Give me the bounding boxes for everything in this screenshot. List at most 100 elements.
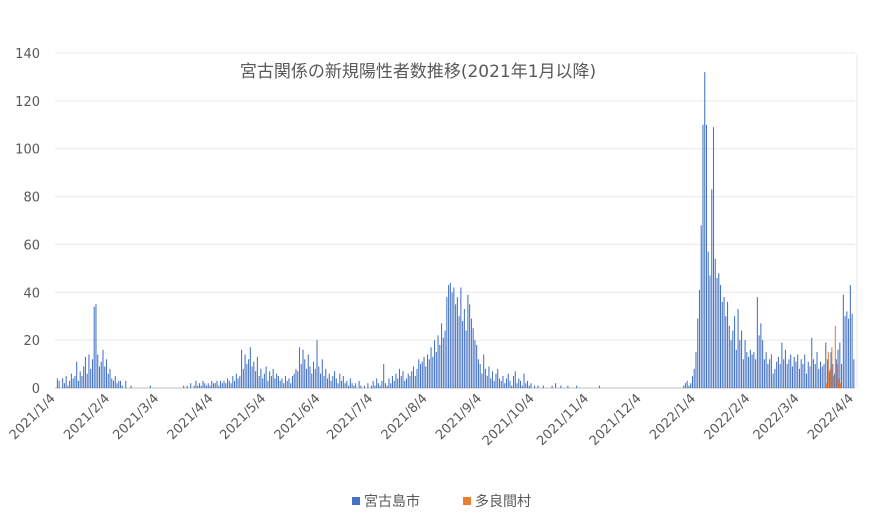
legend: 宮古島市 多良間村 xyxy=(352,493,531,510)
bar xyxy=(325,368,327,388)
bar xyxy=(772,373,774,388)
bar xyxy=(211,380,213,388)
bar xyxy=(107,373,109,388)
bar xyxy=(530,383,532,388)
bar xyxy=(779,364,781,388)
bar xyxy=(388,378,390,388)
bar xyxy=(686,380,688,388)
bar xyxy=(827,352,829,388)
bar xyxy=(409,376,411,388)
bar xyxy=(786,364,788,388)
bar xyxy=(525,383,527,388)
y-tick-label: 140 xyxy=(15,47,40,62)
bar xyxy=(490,378,492,388)
bar xyxy=(321,359,323,388)
bar xyxy=(239,376,241,388)
bar xyxy=(412,366,415,388)
bar xyxy=(272,368,274,388)
bar xyxy=(297,371,299,388)
bar xyxy=(330,380,332,388)
bar xyxy=(812,359,815,388)
bar xyxy=(390,383,392,388)
bar xyxy=(67,385,69,388)
bar xyxy=(788,359,790,388)
y-tick-label: 120 xyxy=(15,95,40,110)
bar xyxy=(370,385,372,388)
bar xyxy=(193,385,195,388)
bar xyxy=(91,359,93,388)
bar xyxy=(511,385,513,388)
bar xyxy=(835,359,837,388)
bar xyxy=(351,383,353,388)
y-tick-label: 80 xyxy=(23,191,40,206)
bar xyxy=(744,340,746,388)
bar xyxy=(704,72,706,388)
bar xyxy=(430,347,432,388)
bar xyxy=(302,349,304,388)
bar xyxy=(225,383,227,388)
bar xyxy=(795,361,797,388)
bar xyxy=(428,359,430,388)
bar xyxy=(228,380,230,388)
bar xyxy=(109,368,111,388)
bar xyxy=(793,356,795,388)
bar xyxy=(829,368,831,388)
bar xyxy=(498,378,500,388)
bar xyxy=(449,282,451,388)
bar xyxy=(198,383,200,388)
bar xyxy=(435,352,437,388)
bar xyxy=(62,378,64,388)
bar xyxy=(86,373,88,388)
bar xyxy=(456,297,458,388)
bar xyxy=(460,287,462,388)
bar xyxy=(479,364,481,388)
bar xyxy=(111,378,113,388)
bar xyxy=(451,292,453,388)
bar xyxy=(121,385,123,388)
bar xyxy=(832,364,834,388)
bar xyxy=(516,383,518,388)
bar xyxy=(758,335,760,388)
bar xyxy=(528,385,530,388)
bar xyxy=(521,385,523,388)
bar xyxy=(737,309,739,388)
bar xyxy=(411,371,413,388)
bar xyxy=(402,371,404,388)
bar xyxy=(102,349,104,388)
legend-swatch-miyakojima xyxy=(352,497,360,505)
bar xyxy=(463,309,465,388)
bar xyxy=(79,371,81,388)
bar xyxy=(742,359,744,388)
bar xyxy=(784,349,786,388)
bar xyxy=(837,349,839,388)
bar xyxy=(323,376,325,388)
bar xyxy=(381,380,383,388)
bar xyxy=(118,380,120,388)
bar xyxy=(769,359,771,388)
bar xyxy=(483,354,485,388)
bar xyxy=(698,289,700,388)
bar xyxy=(260,368,262,388)
bar xyxy=(339,373,341,388)
bar xyxy=(523,373,525,388)
bar xyxy=(346,380,348,388)
bar xyxy=(469,304,471,388)
bar xyxy=(567,385,569,388)
bar xyxy=(465,330,467,388)
bar xyxy=(453,287,455,388)
bar xyxy=(467,294,469,388)
bar xyxy=(474,340,476,388)
legend-swatch-tarama xyxy=(463,497,471,505)
bar xyxy=(749,349,751,388)
bar xyxy=(130,385,132,388)
bar xyxy=(81,376,83,388)
bar xyxy=(509,380,511,388)
bar xyxy=(293,373,295,388)
bar xyxy=(691,376,693,388)
bar xyxy=(218,385,220,388)
bar xyxy=(723,297,725,388)
bar xyxy=(332,376,334,388)
bar xyxy=(718,273,720,388)
bar xyxy=(84,356,86,388)
